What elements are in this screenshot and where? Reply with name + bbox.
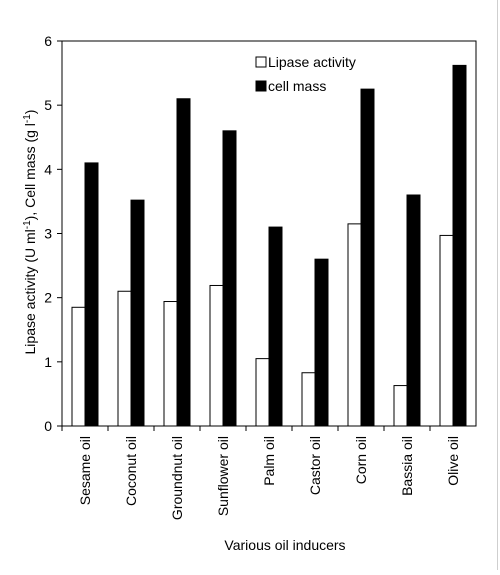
y-axis-title-part: ), Cell mass (g l [22,123,38,220]
bar-lipase-activity [209,284,224,427]
x-category-label: Sesame oil [77,436,93,505]
bar-cell-mass [360,88,375,427]
bar-cell-mass [222,130,237,427]
x-category-label: Groundnut oil [169,436,185,520]
x-category-label: Castor oil [307,436,323,495]
bar-lipase-activity [163,301,178,427]
bar-cell-mass [84,162,99,427]
y-tick-label: 1 [44,354,52,370]
legend: Lipase activity cell mass [255,54,356,94]
x-category-label: Olive oil [445,436,461,486]
bar-lipase-activity [117,290,132,427]
y-tick-label: 4 [44,161,52,177]
x-category-label: Palm oil [261,436,277,486]
bar-lipase-activity [393,385,408,427]
bar-cell-mass [314,258,329,427]
y-tick-label: 6 [44,33,52,49]
bar-lipase-activity [71,306,86,427]
bar-lipase-activity [301,372,316,427]
x-category-label: Coconut oil [123,436,139,506]
x-category-label: Corn oil [353,436,369,484]
x-category-label: Sunflower oil [215,436,231,516]
y-axis-title-superscript: -1 [22,114,33,123]
y-axis-title: Lipase activity (U ml-1), Cell mass (g l… [22,110,38,355]
y-axis-title-part: ) [22,110,38,115]
bar-lipase-activity [439,234,454,427]
bar-cell-mass [452,64,467,427]
y-axis-title-part: Lipase activity (U ml [22,229,38,354]
y-tick-label: 5 [44,97,52,113]
bar-cell-mass [406,194,421,427]
x-category-label: Bassia oil [399,436,415,496]
y-tick-label: 0 [44,418,52,434]
axes-layer: 0 1 2 3 4 5 6 Sesame oil Coconut oil Groundnut oi… [44,33,477,520]
right-edge-line [497,0,498,570]
y-tick-label: 3 [44,226,52,242]
legend-label: Lipase activity [268,54,356,70]
legend-swatch [255,80,267,92]
bar-lipase-activity [347,223,362,427]
bar-cell-mass [130,199,145,427]
bar-cell-mass [268,226,283,427]
bar-lipase-activity [255,358,270,427]
bars-layer [71,64,467,427]
x-axis-title: Various oil inducers [224,537,345,553]
legend-label: cell mass [268,78,326,94]
bar-cell-mass [176,98,191,427]
y-axis-title-superscript: -1 [22,220,33,229]
legend-swatch [255,56,267,68]
y-tick-label: 2 [44,290,52,306]
